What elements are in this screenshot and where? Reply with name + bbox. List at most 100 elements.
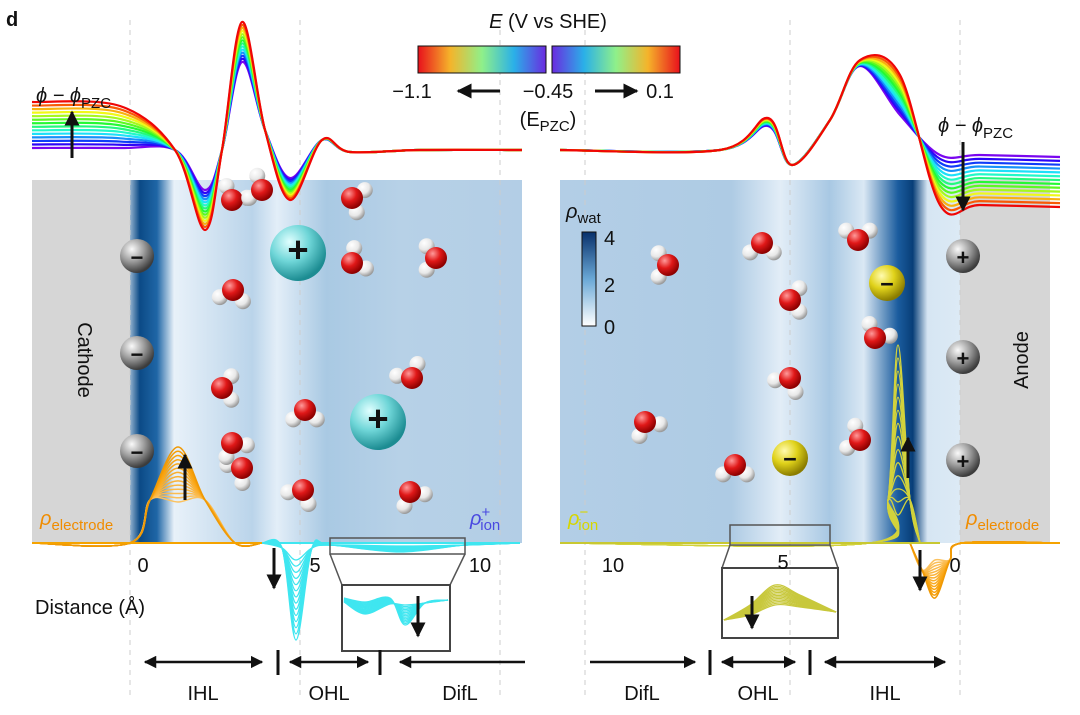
- oxygen: [221, 189, 243, 211]
- distance-tick: 5: [309, 555, 320, 577]
- ion: [772, 440, 808, 476]
- density-label: ρ+ ion: [469, 504, 500, 534]
- oxygen: [779, 367, 801, 389]
- inset-source: [729, 524, 831, 546]
- region-label: IHL: [187, 683, 218, 705]
- electrode-label: Anode: [1011, 331, 1033, 389]
- water-colorbar-tick: 2: [604, 275, 615, 297]
- inset: [721, 567, 839, 639]
- symbol: E: [489, 11, 503, 33]
- ion: [270, 225, 326, 281]
- symbol: ρ: [469, 508, 481, 530]
- oxygen: [292, 479, 314, 501]
- pzc-label: (EPZC): [520, 109, 577, 135]
- symbol: ρ: [567, 508, 579, 530]
- sub: electrode: [51, 517, 113, 534]
- density-curve: [559, 344, 921, 547]
- density-curve: [909, 541, 1061, 590]
- hydrogen: [234, 474, 251, 491]
- sup: +: [481, 504, 490, 521]
- ion-charge: +: [367, 398, 388, 439]
- region-label: OHL: [308, 683, 349, 705]
- density-curve: [261, 538, 521, 641]
- region-label: IHL: [869, 683, 900, 705]
- symbol: ϕ − ϕ: [938, 115, 983, 137]
- oxygen: [221, 432, 243, 454]
- inset-source: [329, 537, 466, 555]
- colorbar-title: E (V vs SHE): [489, 11, 607, 33]
- oxygen: [657, 254, 679, 276]
- region-arrows: [143, 650, 947, 675]
- ion: [946, 340, 980, 374]
- sup: −: [579, 504, 588, 521]
- water-colorbar-tick: 4: [604, 228, 615, 250]
- symbol: ρ: [39, 508, 51, 530]
- oxygen: [341, 187, 363, 209]
- oxygen: [222, 279, 244, 301]
- distance-tick: 5: [777, 552, 788, 574]
- density-curve: [909, 541, 1061, 572]
- ion-charge: −: [131, 342, 144, 367]
- title: (V vs SHE): [508, 11, 607, 33]
- density-curve: [909, 541, 1061, 596]
- potential-label: ϕ − ϕPZC: [938, 115, 1013, 142]
- symbol: ϕ − ϕ: [36, 85, 81, 107]
- panel-label: d: [6, 9, 18, 31]
- oxygen: [294, 399, 316, 421]
- symbol: ρ: [965, 508, 977, 530]
- pzc-close: ): [570, 109, 577, 131]
- ion: [120, 239, 154, 273]
- oxygen: [779, 289, 801, 311]
- ions: − − − + + + + + − −: [120, 225, 980, 477]
- ion: [869, 265, 905, 301]
- curves: [31, 20, 1061, 652]
- distance-tick: 10: [602, 555, 624, 577]
- sub: ion: [578, 517, 598, 534]
- sub: PZC: [81, 95, 111, 112]
- water-colorbar-tick: 0: [604, 317, 615, 339]
- colorbar-anodic: [551, 45, 681, 74]
- symbol: ρ: [565, 201, 577, 223]
- ion: [946, 443, 980, 477]
- oxygen: [751, 232, 773, 254]
- potential-label: ϕ − ϕPZC: [36, 85, 111, 112]
- oxygen: [211, 377, 233, 399]
- cathode-electrode: [32, 180, 130, 543]
- distance-label: Distance (Å): [35, 596, 145, 619]
- colorbar-cathodic: [417, 45, 547, 74]
- region-label: DifL: [624, 683, 660, 705]
- sub: wat: [576, 210, 601, 227]
- ion: [120, 434, 154, 468]
- ion-charge: −: [880, 271, 894, 297]
- ion-charge: −: [131, 245, 144, 270]
- molecules: [211, 167, 898, 514]
- distance-tick: 0: [949, 555, 960, 577]
- sub: PZC: [983, 125, 1013, 142]
- ion: [946, 239, 980, 273]
- oxygen: [724, 454, 746, 476]
- density-label: ρelectrode: [39, 508, 113, 534]
- ion-charge: +: [957, 346, 970, 371]
- oxygen: [401, 367, 423, 389]
- inset: [341, 584, 451, 652]
- colorbar-tick: 0.1: [646, 81, 674, 103]
- oxygen: [634, 411, 656, 433]
- inset-curve: [343, 596, 449, 626]
- density-label: ρelectrode: [965, 508, 1039, 534]
- oxygen: [231, 457, 253, 479]
- density-label: ρ− ion: [567, 504, 598, 534]
- sub: electrode: [977, 517, 1039, 534]
- density-curve: [909, 541, 1061, 575]
- oxygen: [425, 247, 447, 269]
- distance-tick: 0: [137, 555, 148, 577]
- inset-link: [721, 544, 839, 569]
- region-label: DifL: [442, 683, 478, 705]
- colorbar-tick: −1.1: [392, 81, 431, 103]
- water-colorbar-title: ρwat: [565, 201, 602, 227]
- oxygen: [847, 229, 869, 251]
- water-colorbar: [581, 231, 597, 327]
- ion-charge: +: [287, 229, 308, 270]
- pzc-open: (E: [520, 109, 540, 131]
- oxygen: [251, 179, 273, 201]
